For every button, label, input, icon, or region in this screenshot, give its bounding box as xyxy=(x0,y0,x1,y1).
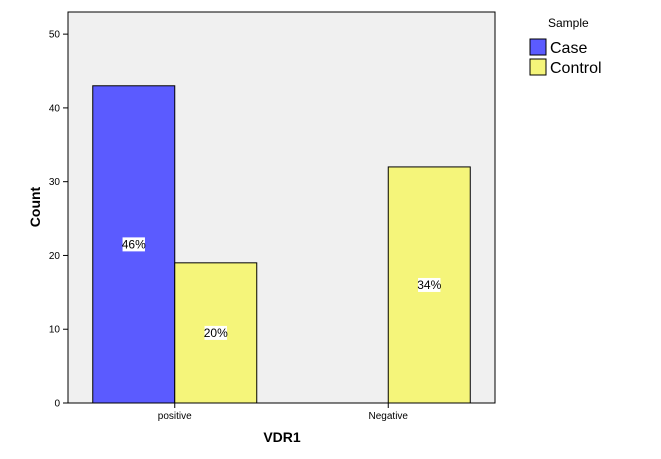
y-tick-label: 10 xyxy=(49,325,61,336)
y-tick-label: 50 xyxy=(49,30,61,41)
y-tick-label: 0 xyxy=(54,399,60,410)
y-axis-title: Count xyxy=(27,186,43,227)
data-label: 34% xyxy=(417,278,441,292)
x-tick-label: positive xyxy=(158,411,192,422)
data-label-background xyxy=(204,325,227,340)
y-tick-label: 30 xyxy=(49,177,61,188)
data-label: 20% xyxy=(204,326,228,340)
legend-label-case: Case xyxy=(550,40,587,57)
data-label-background xyxy=(418,277,441,292)
legend-swatch-control xyxy=(529,58,547,76)
data-label: 46% xyxy=(122,237,146,251)
data-label-background xyxy=(122,237,145,252)
legend-label-control: Control xyxy=(550,60,602,77)
legend-title: Sample xyxy=(548,16,589,30)
y-tick-label: 40 xyxy=(49,103,61,114)
x-axis: positive Negative xyxy=(158,403,409,422)
bars: 46% 20% 34% xyxy=(92,85,471,404)
y-tick-label: 20 xyxy=(49,251,61,262)
legend-swatch-case xyxy=(529,38,547,56)
x-axis-title: VDR1 xyxy=(263,429,301,445)
x-tick-label: Negative xyxy=(369,411,409,422)
legend: Sample Case Control xyxy=(529,16,602,77)
y-axis: 0 10 20 30 40 50 xyxy=(49,30,68,410)
